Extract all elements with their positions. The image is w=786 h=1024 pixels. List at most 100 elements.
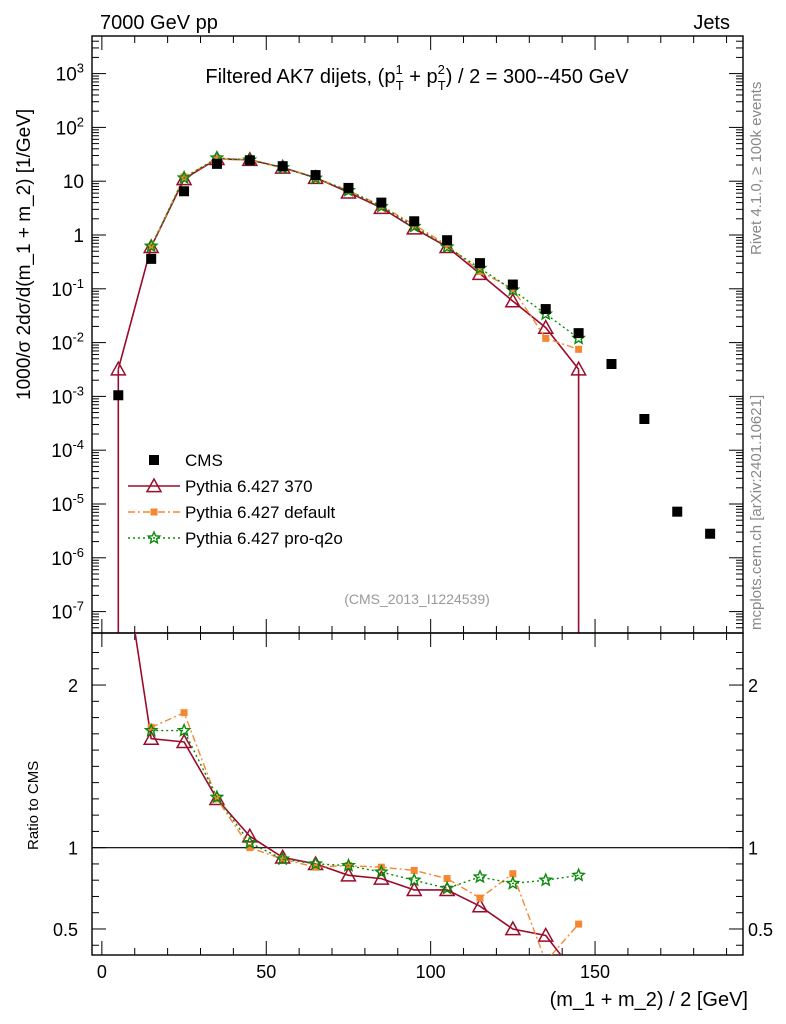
point-cms — [376, 197, 387, 208]
y-tick-label: 10 — [63, 172, 84, 193]
x-tick-label: 100 — [416, 962, 446, 982]
header-left: 7000 GeV pp — [100, 12, 218, 34]
point-cms — [540, 304, 551, 315]
point-cms — [474, 258, 485, 269]
point-cms — [343, 182, 354, 193]
x-tick-label: 0 — [97, 962, 107, 982]
ratio-point-pythia-370 — [241, 827, 259, 843]
ratio-y-tick-label: 2 — [68, 676, 78, 696]
point-pythia-default — [575, 345, 583, 353]
ratio-point-pythia-370 — [537, 926, 555, 942]
ratio-point-pythia-370 — [405, 881, 423, 897]
ratio-panel: 0 50 100 150 0.5 0.5 1 1 2 2 — [53, 632, 773, 982]
ratio-point-pythia-default — [443, 875, 451, 883]
point-cms — [409, 216, 420, 227]
ratio-point-pythia-pro-q2o — [209, 789, 225, 804]
point-pythia-pro-q2o — [143, 238, 159, 253]
legend-370-marker — [145, 477, 163, 493]
y-tick-label: 10-6 — [51, 545, 84, 570]
ratio-y-tick-label: 2 — [748, 676, 758, 696]
watermark: (CMS_2013_I1224539) — [344, 591, 490, 607]
point-cms — [573, 328, 584, 339]
ratio-point-pythia-370 — [373, 870, 390, 885]
y-tick-label: 10-4 — [51, 437, 84, 462]
ratio-line-1 — [134, 633, 562, 955]
ratio-point-pythia-pro-q2o — [439, 880, 455, 895]
y-tick-label: 103 — [56, 61, 84, 86]
legend-default-marker — [150, 508, 158, 516]
point-cms — [211, 158, 222, 169]
legend-pro-q2o-label: Pythia 6.427 pro-q2o — [185, 529, 343, 548]
y-tick-label: 10-3 — [51, 383, 84, 408]
y-tick-label: 10-2 — [51, 330, 84, 355]
x-tick-label: 150 — [580, 962, 610, 982]
point-pythia-default — [147, 243, 155, 251]
y-axis-label: 1000/σ 2dσ/d(m_1 + m_2) [1/GeV] — [14, 109, 35, 400]
ratio-line-2 — [150, 711, 580, 955]
x-tick-label: 50 — [256, 962, 276, 982]
legend-cms-label: CMS — [185, 451, 223, 470]
ratio-y-tick-label: 1 — [748, 839, 758, 859]
ratio-point-pythia-370 — [142, 730, 160, 746]
y-tick-label: 10-1 — [51, 276, 84, 301]
point-cms — [244, 155, 255, 166]
point-cms — [277, 161, 288, 172]
y-tick-label: 1 — [73, 226, 84, 247]
ratio-point-pythia-pro-q2o — [242, 834, 258, 850]
point-cms — [672, 506, 683, 517]
ratio-frame — [91, 632, 744, 956]
ratio-point-pythia-pro-q2o — [571, 867, 587, 882]
ratio-point-pythia-pro-q2o — [406, 872, 422, 887]
legend-370-label: Pythia 6.427 370 — [185, 477, 313, 496]
ratio-point-pythia-pro-q2o — [176, 722, 192, 737]
ratio-point-pythia-370 — [340, 866, 357, 882]
ratio-point-pythia-pro-q2o — [505, 875, 521, 890]
main-panel: 10-7 10-6 10-5 10-4 10-3 10-2 10-1 1 10 102 103 Fil… — [51, 35, 744, 634]
ratio-point-pythia-default — [410, 866, 418, 874]
rivet-label: Rivet 4.1.0, ≥ 100k events — [748, 82, 765, 255]
point-pythia-default — [180, 173, 188, 181]
point-cms — [146, 253, 157, 264]
point-cms — [606, 359, 617, 370]
legend-pro-q2o-marker — [146, 530, 162, 545]
ratio-point-pythia-default — [246, 844, 254, 852]
ratio-y-tick-label: 0.5 — [53, 920, 78, 940]
y-tick-label: 10-7 — [51, 599, 84, 624]
main-plot-area — [110, 150, 716, 633]
y-tick-label: 102 — [56, 114, 84, 139]
ratio-point-pythia-pro-q2o — [143, 722, 159, 737]
ratio-point-pythia-default — [509, 870, 517, 878]
ratio-y-tick-label: 1 — [68, 839, 78, 859]
x-axis-label: (m_1 + m_2) / 2 [GeV] — [550, 989, 748, 1011]
ratio-point-pythia-default — [476, 894, 484, 902]
ratio-point-pythia-default — [213, 795, 221, 803]
legend-default-label: Pythia 6.427 default — [185, 503, 336, 522]
point-cms — [639, 414, 650, 425]
ratio-point-pythia-pro-q2o — [538, 872, 554, 887]
point-cms — [442, 235, 453, 246]
ratio-point-pythia-default — [180, 709, 188, 717]
ratio-point-pythia-pro-q2o — [472, 869, 488, 884]
ratio-y-tick-label: 0.5 — [748, 920, 773, 940]
ratio-point-pythia-pro-q2o — [340, 857, 356, 872]
point-pythia-default — [542, 334, 550, 342]
point-cms — [113, 390, 124, 401]
point-cms — [310, 170, 321, 181]
point-pythia-370 — [537, 319, 555, 334]
ratio-point-pythia-default — [575, 920, 583, 928]
header-right: Jets — [693, 12, 730, 34]
point-cms — [179, 186, 190, 197]
point-pythia-370 — [504, 292, 522, 308]
chart-title: Filtered AK7 dijets, (p1 T + p2 T) / 2 = 3… — [205, 62, 629, 93]
point-cms — [705, 528, 716, 539]
ratio-plot-area — [134, 633, 587, 955]
ratio-point-pythia-pro-q2o — [373, 864, 389, 879]
point-cms — [507, 279, 518, 290]
point-pythia-pro-q2o — [176, 170, 192, 185]
ratio-point-pythia-default — [147, 723, 155, 731]
legend-cms-marker — [149, 455, 159, 465]
ratio-point-pythia-370 — [175, 733, 193, 749]
mcplots-label: mcplots.cern.ch [arXiv:2401.10621] — [748, 395, 765, 630]
ratio-point-pythia-pro-q2o — [308, 856, 324, 871]
